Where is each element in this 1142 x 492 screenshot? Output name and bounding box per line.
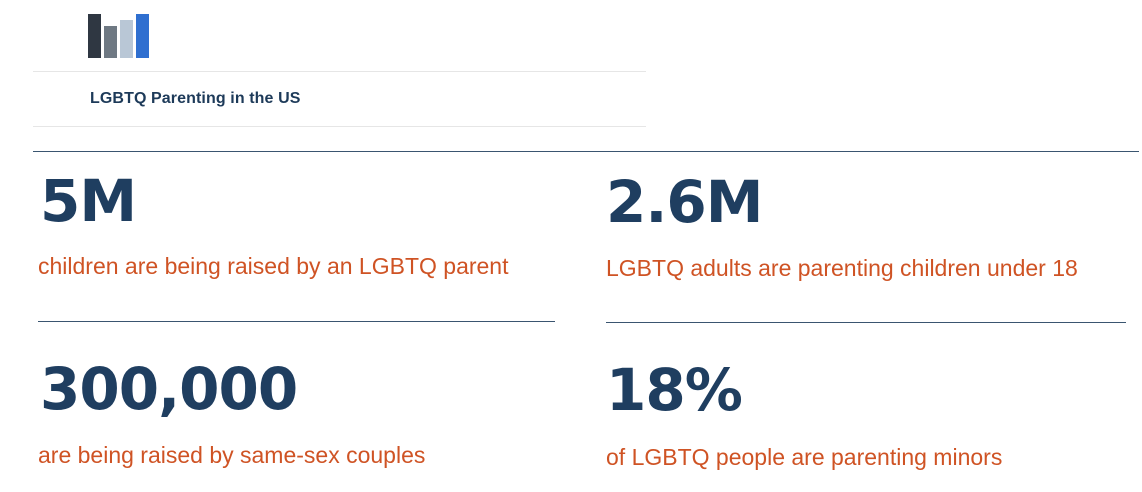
stat-caption: children are being raised by an LGBTQ pa… bbox=[38, 253, 509, 279]
bar-chart-logo-icon bbox=[88, 14, 152, 58]
stat-caption: LGBTQ adults are parenting children unde… bbox=[606, 255, 1078, 281]
stat-divider-left bbox=[38, 321, 555, 322]
stat-value: 18% bbox=[606, 356, 743, 424]
section-divider bbox=[33, 151, 1139, 152]
stat-value: 300,000 bbox=[40, 355, 298, 423]
header-divider-top bbox=[33, 71, 646, 72]
stat-caption: of LGBTQ people are parenting minors bbox=[606, 444, 1003, 470]
stat-caption: are being raised by same-sex couples bbox=[38, 442, 426, 468]
stat-divider-right bbox=[606, 322, 1126, 323]
logo-bar bbox=[120, 20, 133, 58]
stat-value: 5M bbox=[40, 167, 137, 235]
logo-bar bbox=[136, 14, 149, 58]
stat-value: 2.6M bbox=[606, 168, 763, 236]
logo-bar bbox=[88, 14, 101, 58]
logo-bar bbox=[104, 26, 117, 58]
page-title: LGBTQ Parenting in the US bbox=[90, 90, 301, 107]
header-divider-bottom bbox=[33, 126, 646, 127]
